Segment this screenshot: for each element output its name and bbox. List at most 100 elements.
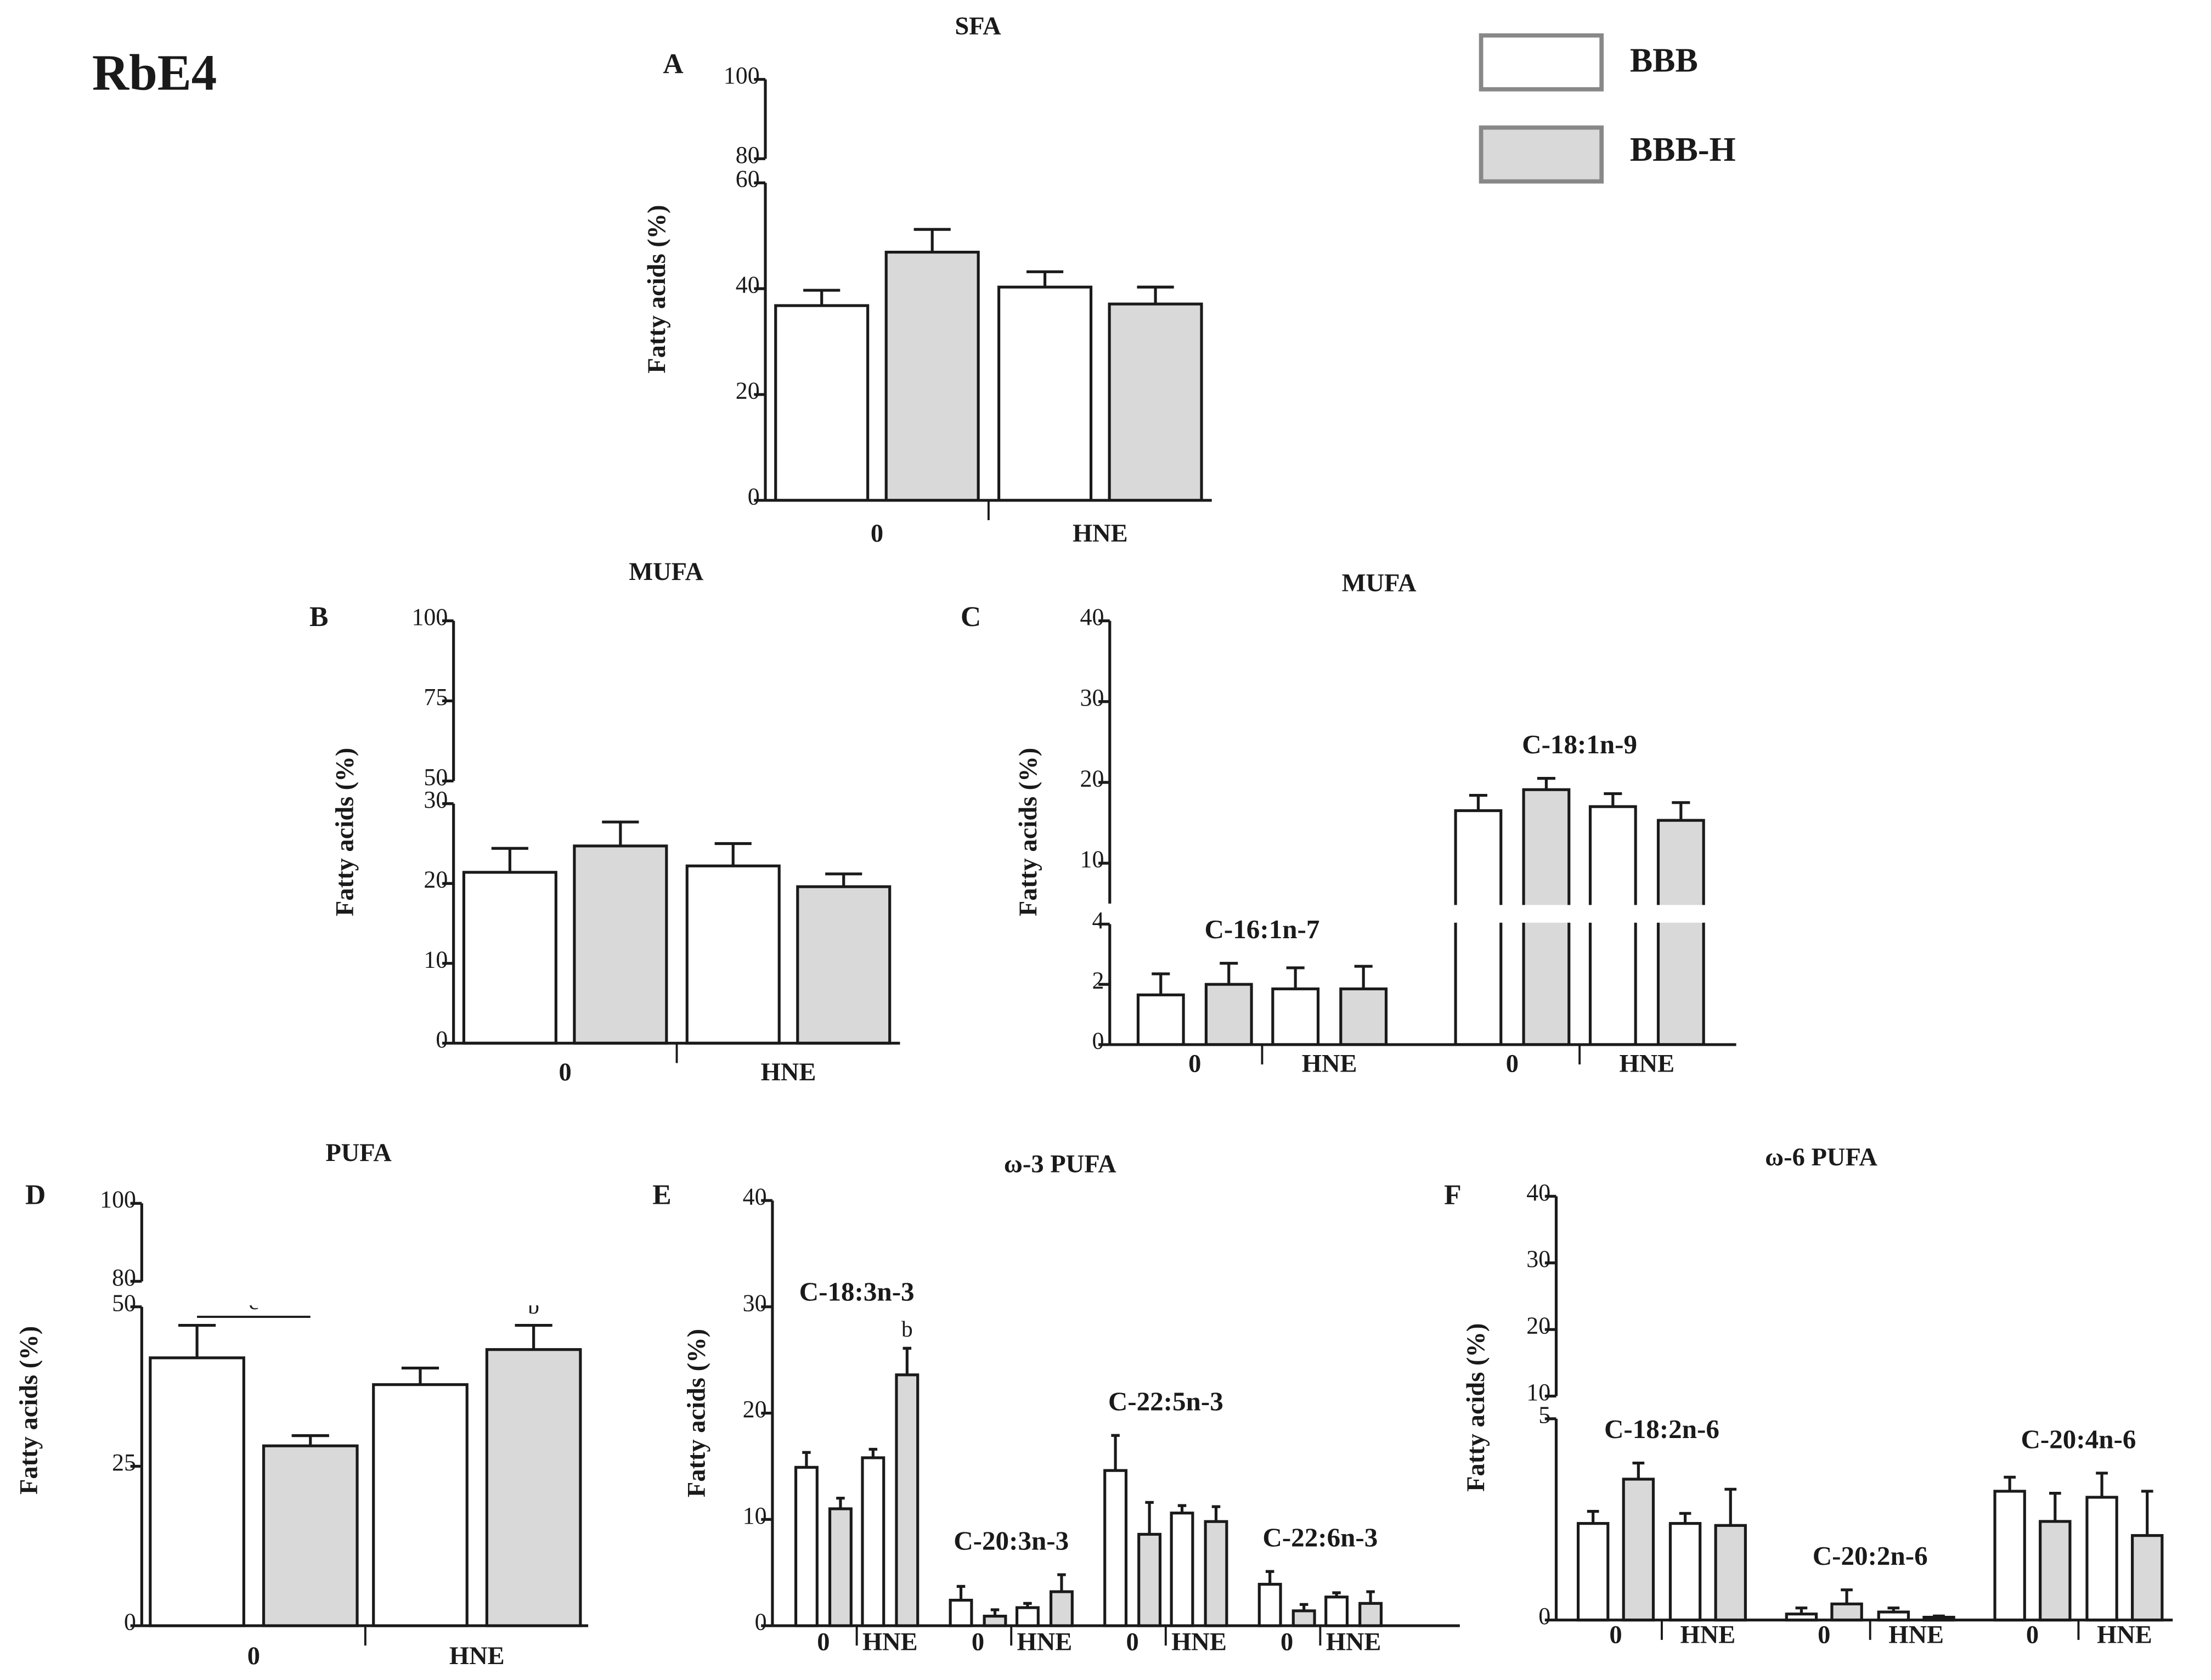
error-bar (956, 1585, 966, 1600)
bar (1656, 819, 1705, 1046)
error-bar (990, 1608, 1000, 1616)
error-bar (802, 1451, 811, 1468)
bar (1136, 993, 1185, 1046)
group-label: C-22:5n-3 (1108, 1386, 1223, 1417)
y-tick-label: 40 (1080, 604, 1104, 630)
x-tick-label: 0 (2026, 1621, 2039, 1649)
y-tick-label: 30 (1526, 1246, 1550, 1272)
chart-title: MUFA (629, 558, 703, 586)
x-tick-label: HNE (2097, 1621, 2152, 1649)
error-bar (1587, 1510, 1599, 1524)
y-tick-label: 2 (1092, 968, 1104, 994)
y-axis-label: Fatty acids (%) (1014, 748, 1042, 916)
bar (1668, 1522, 1702, 1622)
x-tick-label: 0 (871, 520, 883, 548)
bar (1358, 1602, 1383, 1627)
bar (1015, 1606, 1040, 1627)
y-tick-label: 80 (736, 142, 760, 168)
bar (1049, 1590, 1074, 1627)
bar (1103, 1469, 1128, 1627)
y-tick-label: 10 (743, 1503, 767, 1529)
y-tick-label: 0 (1538, 1603, 1550, 1630)
y-tick-label: 75 (424, 684, 448, 711)
group-label: C-16:1n-7 (1204, 914, 1319, 944)
y-tick-label: 50 (424, 764, 448, 791)
error-bar (1672, 801, 1690, 821)
bar (1257, 1582, 1282, 1627)
error-bar (1887, 1606, 1900, 1613)
error-bar (1332, 1591, 1341, 1597)
error-bar (2004, 1475, 2016, 1491)
error-bar (913, 228, 951, 252)
y-tick-label: 20 (736, 378, 760, 404)
legend-swatch (1479, 125, 1604, 184)
bar (1588, 805, 1637, 1046)
y-tick-label: 20 (1526, 1313, 1550, 1339)
y-tick-label: 0 (436, 1027, 448, 1053)
error-bar (1632, 1462, 1645, 1479)
error-bar (1795, 1606, 1808, 1614)
axis-break-gap (1112, 905, 1739, 923)
x-tick-label: HNE (1171, 1628, 1227, 1656)
error-bar (1026, 270, 1064, 287)
bar (861, 1456, 885, 1627)
panel-label: A (663, 48, 683, 80)
y-tick-label: 30 (424, 787, 448, 813)
error-bar (1299, 1603, 1308, 1611)
error-bar (1724, 1487, 1737, 1526)
error-bar (1220, 962, 1238, 985)
error-bar (1211, 1505, 1221, 1522)
y-tick-label: 20 (424, 867, 448, 893)
bar (884, 251, 980, 502)
x-tick-label: HNE (1326, 1628, 1381, 1656)
bar (949, 1598, 973, 1627)
x-tick-label: 0 (247, 1642, 260, 1670)
error-bar (602, 820, 639, 846)
bar (1324, 1596, 1349, 1627)
axis-break-gap (1558, 1397, 2175, 1418)
bar (774, 304, 870, 502)
bar (2039, 1520, 2072, 1622)
y-tick-label: 40 (1526, 1180, 1550, 1206)
y-tick-label: 100 (411, 604, 448, 630)
x-tick-label: HNE (862, 1628, 918, 1656)
error-bar (903, 1346, 912, 1375)
error-bar (1286, 966, 1305, 989)
y-tick-label: 10 (1080, 847, 1104, 873)
y-tick-label: 50 (112, 1290, 136, 1316)
error-bar (1366, 1590, 1375, 1604)
x-tick-label: 0 (1281, 1628, 1293, 1656)
bar (1108, 302, 1203, 502)
group-label: C-18:1n-9 (1522, 729, 1637, 759)
error-bar (1537, 777, 1555, 790)
bar (828, 1507, 853, 1627)
axis-break-gap (455, 782, 903, 803)
y-tick-label: 5 (1538, 1402, 1550, 1428)
group-label: C-20:2n-6 (1813, 1541, 1928, 1571)
error-bar (868, 1447, 878, 1458)
bar (2131, 1534, 2164, 1622)
y-axis-label: Fatty acids (%) (683, 1329, 710, 1497)
chart-title: SFA (955, 12, 1001, 40)
chart-title: MUFA (1342, 570, 1417, 597)
group-label: C-22:6n-3 (1262, 1523, 1378, 1553)
y-axis-label: Fatty acids (%) (1462, 1323, 1490, 1492)
x-tick-label: 0 (1506, 1050, 1519, 1078)
error-bar (1354, 965, 1373, 989)
bar (573, 844, 668, 1045)
legend-label: BBB-H (1630, 131, 1736, 168)
bar (149, 1356, 245, 1627)
bar (262, 1444, 359, 1627)
y-tick-label: 60 (736, 166, 760, 193)
group-label: C-18:2n-6 (1604, 1414, 1719, 1444)
y-tick-label: 25 (112, 1450, 136, 1476)
error-bar (1933, 1614, 1945, 1617)
x-tick-label: HNE (1619, 1050, 1674, 1078)
error-bar (491, 847, 528, 872)
y-tick-label: 10 (424, 946, 448, 973)
x-tick-label: 0 (1188, 1050, 1201, 1078)
y-tick-label: 100 (100, 1187, 136, 1213)
panel-label: E (652, 1180, 671, 1211)
group-label: C-18:3n-3 (799, 1276, 915, 1306)
error-bar (178, 1323, 216, 1358)
